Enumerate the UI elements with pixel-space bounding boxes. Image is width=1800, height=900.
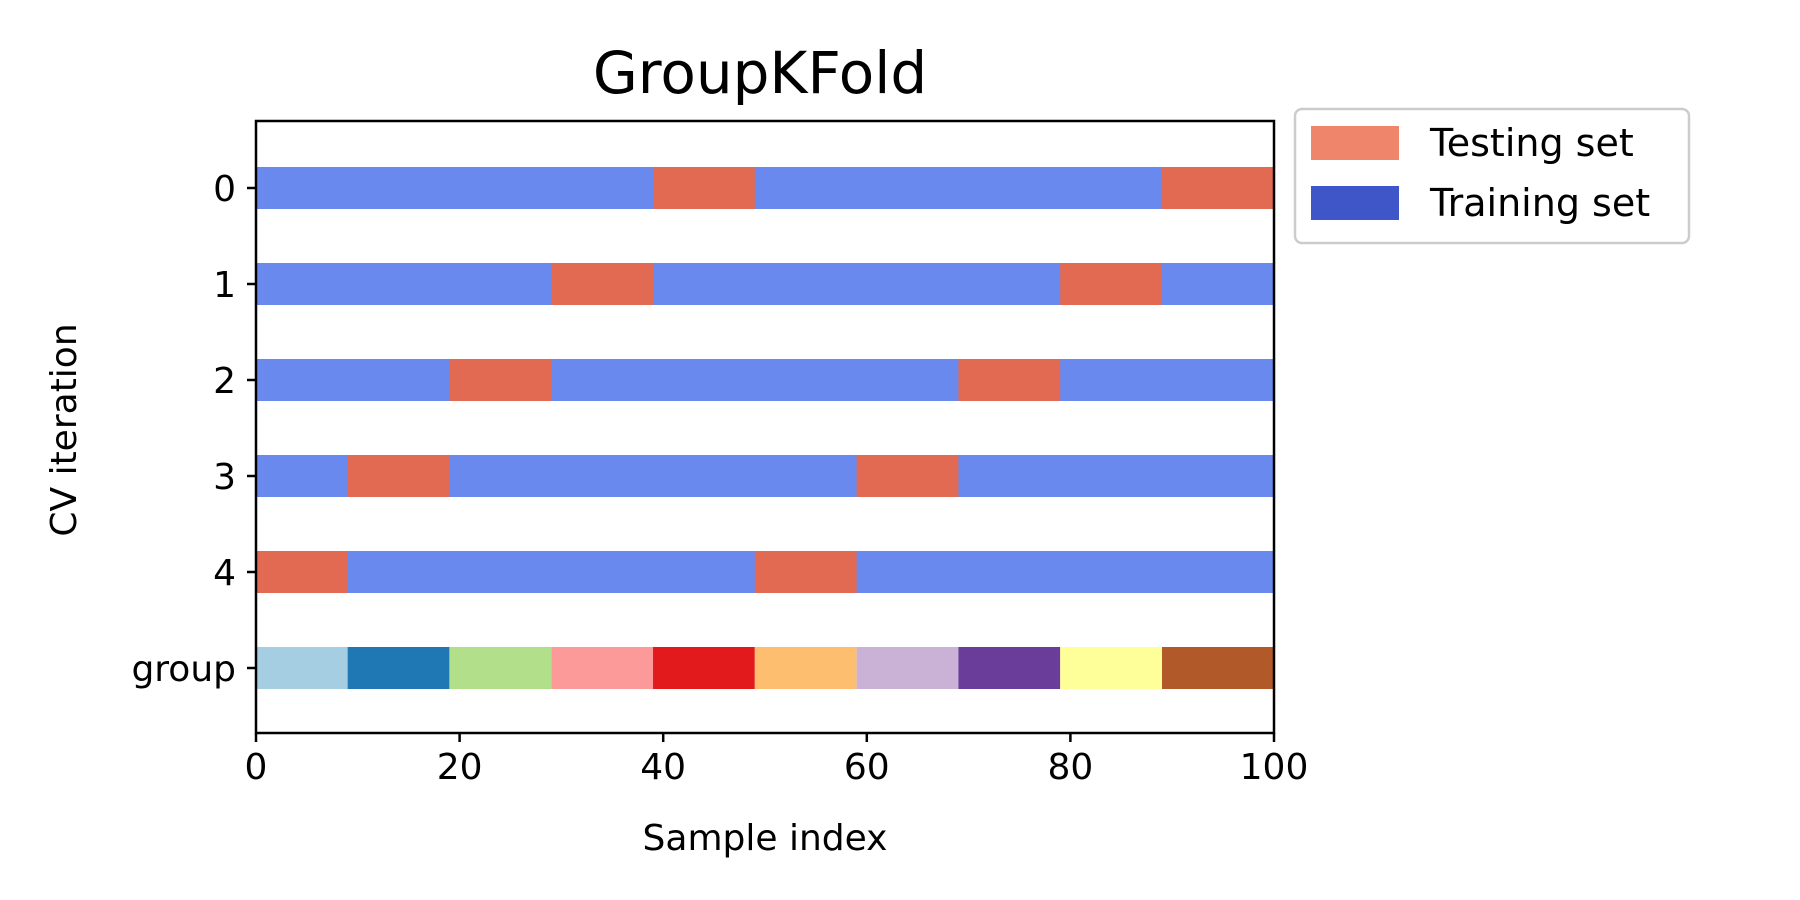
testing-bar-4-1 xyxy=(754,551,857,593)
plot-area xyxy=(256,167,1274,689)
testing-bar-2-0 xyxy=(449,359,552,401)
testing-bar-2-1 xyxy=(958,359,1061,401)
x-tick-label-0: 0 xyxy=(245,747,268,788)
x-tick-label-60: 60 xyxy=(844,747,890,788)
group-segment-7 xyxy=(958,647,1061,689)
x-tick-label-20: 20 xyxy=(437,747,483,788)
group-segment-4 xyxy=(653,647,755,689)
y-tick-label-0: 0 xyxy=(213,169,236,210)
chart-title: GroupKFold xyxy=(593,39,927,107)
legend-label-training-set: Training set xyxy=(1429,181,1650,225)
testing-bar-1-0 xyxy=(551,263,654,305)
group-segment-9 xyxy=(1162,647,1274,689)
x-tick-label-80: 80 xyxy=(1047,747,1093,788)
group-segment-0 xyxy=(256,647,348,689)
testing-bar-3-1 xyxy=(856,455,959,497)
testing-bar-0-0 xyxy=(653,167,755,209)
y-axis: 0 1 2 3 4 group xyxy=(131,169,256,690)
testing-bar-0-1 xyxy=(1162,167,1274,209)
y-tick-label-2: 2 xyxy=(213,361,236,402)
group-segment-8 xyxy=(1060,647,1163,689)
testing-bar-4-0 xyxy=(256,551,348,593)
y-tick-label-1: 1 xyxy=(213,265,236,306)
y-tick-label-3: 3 xyxy=(213,457,236,498)
legend: Testing set Training set xyxy=(1293,107,1691,245)
plot-frame xyxy=(254,119,1276,735)
testing-bar-3-0 xyxy=(347,455,450,497)
training-bar-0 xyxy=(256,167,1274,209)
group-segment-6 xyxy=(856,647,959,689)
y-tick-label-group: group xyxy=(131,649,236,690)
legend-label-testing-set: Testing set xyxy=(1429,121,1634,165)
y-axis-label: CV iteration xyxy=(44,323,85,536)
testing-bar-1-1 xyxy=(1060,263,1163,305)
x-axis: 0 20 40 60 80 100 xyxy=(245,733,1309,788)
group-segment-1 xyxy=(347,647,450,689)
y-tick-label-4: 4 xyxy=(213,553,236,594)
x-tick-label-40: 40 xyxy=(640,747,686,788)
group-segment-2 xyxy=(449,647,552,689)
x-tick-label-100: 100 xyxy=(1240,747,1309,788)
legend-swatch-training-set xyxy=(1311,186,1399,220)
x-axis-label: Sample index xyxy=(643,818,888,859)
group-segment-3 xyxy=(551,647,654,689)
legend-swatch-testing-set xyxy=(1311,126,1399,160)
group-segment-5 xyxy=(754,647,857,689)
training-bar-2 xyxy=(256,359,1274,401)
